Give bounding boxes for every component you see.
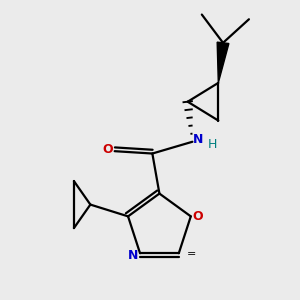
- Text: O: O: [102, 143, 113, 157]
- Text: N: N: [128, 249, 138, 262]
- Text: H: H: [208, 138, 217, 151]
- Text: O: O: [193, 210, 203, 223]
- Text: =: =: [187, 249, 196, 260]
- Text: N: N: [193, 133, 203, 146]
- Polygon shape: [217, 42, 229, 83]
